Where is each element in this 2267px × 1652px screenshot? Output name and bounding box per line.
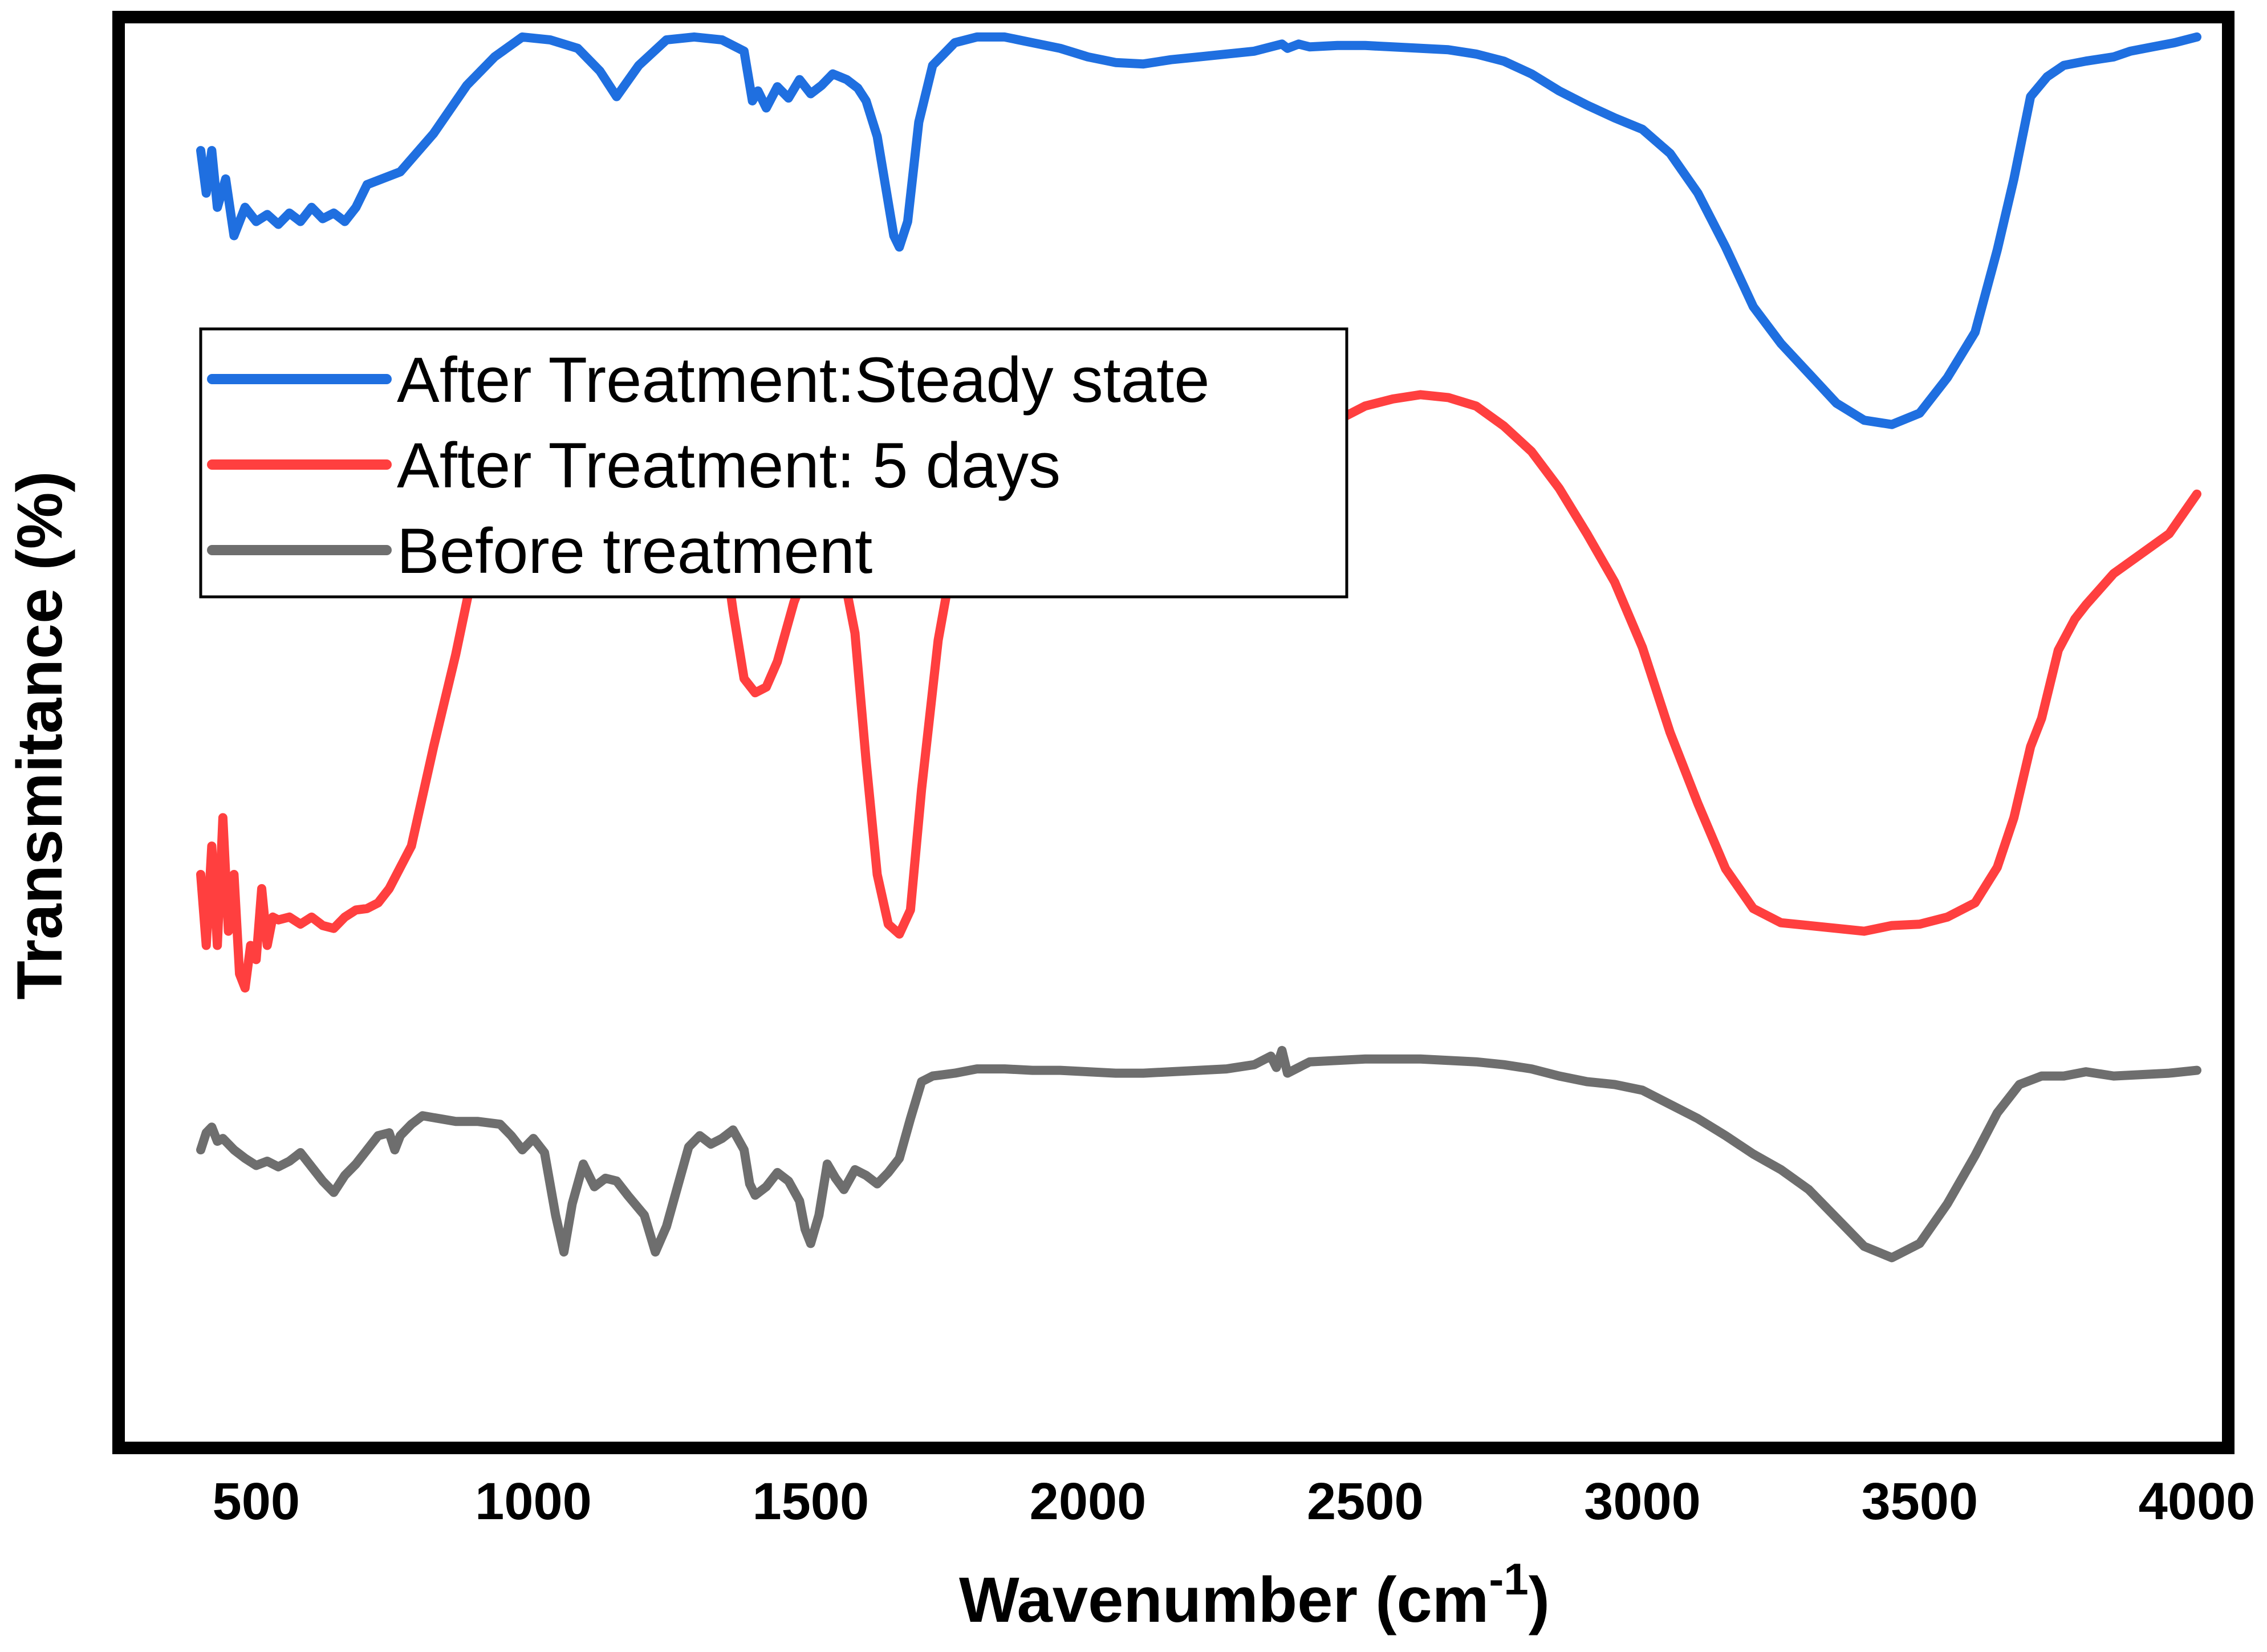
legend-label-5-days: After Treatment: 5 days [397,430,1061,501]
series-layer [196,32,2201,1263]
x-tick-label-3500: 3500 [1861,1472,1978,1531]
x-tick-label-2000: 2000 [1030,1472,1147,1531]
x-tick-label-500: 500 [213,1472,300,1531]
x-tick-labels: 500 1000 1500 2000 2500 3000 3500 4000 [213,1472,2256,1531]
legend-entry-5-days: After Treatment: 5 days [207,430,1061,501]
x-tick-label-3000: 3000 [1584,1472,1701,1531]
series-line-before-treatment [196,1045,2201,1263]
legend-label-before-treatment: Before treatment [397,515,872,587]
x-tick-label-1500: 1500 [752,1472,869,1531]
series-line-after-treatment-steady-state [196,32,2201,429]
legend-entry-before-treatment: Before treatment [207,515,872,587]
x-axis-title: Wavenumber (cm-1) [959,1554,1550,1635]
x-axis-title-superscript: -1 [1489,1554,1528,1604]
x-axis-title-main: Wavenumber (cm [959,1564,1489,1635]
x-tick-label-2500: 2500 [1307,1472,1424,1531]
plot-frame [112,11,2235,1454]
legend-label-steady-state: After Treatment:Steady state [397,344,1210,416]
x-tick-label-4000: 4000 [2139,1472,2256,1531]
y-axis-title: Transmitance (%) [4,471,75,999]
x-tick-label-1000: 1000 [475,1472,592,1531]
legend: After Treatment:Steady state After Treat… [199,327,1348,599]
x-axis-title-suffix: ) [1529,1564,1550,1635]
legend-entry-steady-state: After Treatment:Steady state [207,344,1210,416]
series-line-after-treatment-5-days [196,390,2201,993]
legend-box [199,327,1348,599]
